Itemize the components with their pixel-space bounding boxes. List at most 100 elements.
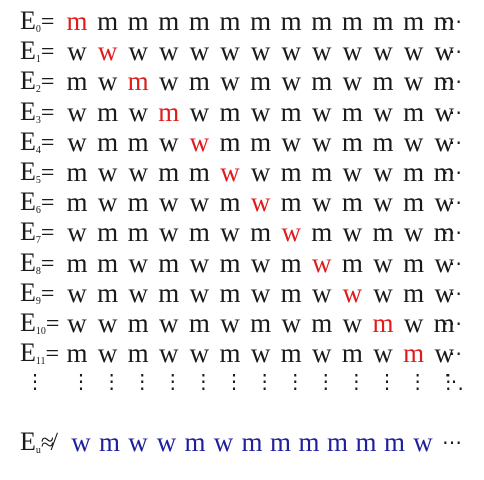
row-2-cell-0: m xyxy=(66,66,88,97)
row-7-cell-4: m xyxy=(188,217,210,248)
row-6-cell-5: m xyxy=(219,187,241,218)
row-3-cell-4: w xyxy=(189,96,210,127)
row-1-cell-5: w xyxy=(220,36,240,67)
row-11-cell-1: w xyxy=(97,338,118,369)
row-8-cell-10: w xyxy=(373,247,393,278)
result-cell-9: m xyxy=(326,426,348,457)
row-6-cell-9: m xyxy=(341,187,363,218)
row-7-cell-10: m xyxy=(372,217,394,248)
vertical-ellipsis-0: ⋮ xyxy=(25,371,45,394)
row-1-cell-9: w xyxy=(342,36,363,67)
row-4-cell-5: m xyxy=(219,126,241,157)
row-10-cell-0: w xyxy=(67,308,87,338)
row-2-cell-12: m xyxy=(433,66,455,97)
row-9-cell-3: m xyxy=(158,277,180,308)
row-11-label: E11= xyxy=(20,338,60,368)
row-6-cell-12: w xyxy=(434,187,454,218)
diagonal-ellipsis: ⋱ xyxy=(444,371,465,394)
vertical-ellipsis-6: ⋮ xyxy=(224,371,244,394)
row-0-cell-7: m xyxy=(280,6,302,36)
row-0-cell-6: m xyxy=(250,6,272,36)
vertical-ellipsis-3: ⋮ xyxy=(132,371,153,394)
row-5-cell-4: m xyxy=(188,157,210,187)
vertical-ellipsis-8: ⋮ xyxy=(285,371,306,394)
row-4-ellipsis: ⋯ xyxy=(442,131,463,154)
row-7-cell-8: m xyxy=(311,217,333,248)
row-5-cell-11: m xyxy=(403,157,425,187)
row-10-cell-8: m xyxy=(311,308,333,338)
row-9-cell-8: w xyxy=(312,277,332,308)
row-9-ellipsis: ⋯ xyxy=(442,282,463,305)
row-9-cell-12: w xyxy=(434,277,454,308)
row-3-cell-9: m xyxy=(341,96,363,127)
row-6-ellipsis: ⋯ xyxy=(442,192,463,215)
vertical-ellipsis-11: ⋮ xyxy=(377,371,397,394)
row-11-cell-6: w xyxy=(250,338,271,369)
row-9-cell-7: m xyxy=(280,277,302,308)
row-8-cell-4: w xyxy=(189,247,210,278)
row-8-cell-9: m xyxy=(341,247,363,278)
row-7-cell-6: m xyxy=(250,217,272,248)
row-6-cell-6: w xyxy=(250,187,271,218)
row-9-cell-2: w xyxy=(128,277,148,308)
row-3-cell-11: m xyxy=(403,96,425,127)
vertical-ellipsis-12: ⋮ xyxy=(407,371,428,394)
result-cell-0: w xyxy=(71,426,91,457)
row-6-cell-2: m xyxy=(127,187,149,218)
row-6-label: E6= xyxy=(20,187,55,217)
row-8-cell-5: m xyxy=(219,247,241,278)
row-8-cell-1: m xyxy=(97,247,119,278)
row-3-cell-12: w xyxy=(434,96,454,127)
row-6-cell-4: w xyxy=(189,187,210,218)
row-10-cell-12: m xyxy=(433,308,455,338)
row-4-cell-0: w xyxy=(67,126,87,157)
row-9-cell-11: m xyxy=(403,277,425,308)
row-11-cell-2: m xyxy=(127,338,149,369)
row-8-cell-12: w xyxy=(434,247,454,278)
row-2-cell-4: m xyxy=(188,66,210,97)
row-10-cell-1: w xyxy=(97,308,118,338)
row-9-cell-1: m xyxy=(97,277,119,308)
result-cell-12: w xyxy=(413,426,433,457)
row-5-ellipsis: ⋯ xyxy=(442,162,463,184)
row-11-cell-4: w xyxy=(189,338,210,369)
row-6-cell-10: w xyxy=(373,187,393,218)
row-10-ellipsis: ⋯ xyxy=(442,313,463,335)
row-0-cell-2: m xyxy=(127,6,149,36)
row-3-cell-8: w xyxy=(312,96,332,127)
vertical-ellipsis-7: ⋮ xyxy=(254,371,275,394)
row-5-label: E5= xyxy=(20,157,55,186)
row-3-cell-0: w xyxy=(67,96,87,127)
row-6-cell-0: m xyxy=(66,187,88,218)
row-1-cell-11: w xyxy=(403,36,424,67)
row-4-cell-11: w xyxy=(403,126,424,157)
row-1-cell-2: w xyxy=(128,36,148,67)
row-1-ellipsis: ⋯ xyxy=(442,41,463,64)
row-2-cell-9: w xyxy=(342,66,363,97)
row-2-cell-5: w xyxy=(220,66,240,97)
result-cell-1: m xyxy=(98,426,120,457)
row-1-cell-7: w xyxy=(281,36,301,67)
vertical-ellipsis-13: ⋮ xyxy=(438,371,459,394)
row-5-cell-1: w xyxy=(97,157,118,187)
row-4-cell-6: m xyxy=(250,126,272,157)
result-cell-11: m xyxy=(383,426,405,457)
row-0-cell-9: m xyxy=(341,6,363,36)
row-0-cell-5: m xyxy=(219,6,241,36)
row-7-ellipsis: ⋯ xyxy=(442,222,463,245)
row-8-cell-8: w xyxy=(312,247,332,278)
row-3-cell-5: m xyxy=(219,96,241,127)
row-3-label: E3= xyxy=(20,96,55,126)
row-2-cell-7: w xyxy=(281,66,301,97)
row-0-cell-11: m xyxy=(403,6,425,36)
row-6-cell-11: m xyxy=(403,187,425,218)
row-8-cell-2: w xyxy=(128,247,148,278)
row-1-cell-3: w xyxy=(159,36,179,67)
row-10-cell-5: w xyxy=(220,308,240,338)
row-7-cell-7: w xyxy=(281,217,301,248)
row-4-cell-12: w xyxy=(434,126,454,157)
row-2-label: E2= xyxy=(20,66,55,96)
row-2-ellipsis: ⋯ xyxy=(442,71,463,94)
row-1-cell-1: w xyxy=(97,36,118,67)
